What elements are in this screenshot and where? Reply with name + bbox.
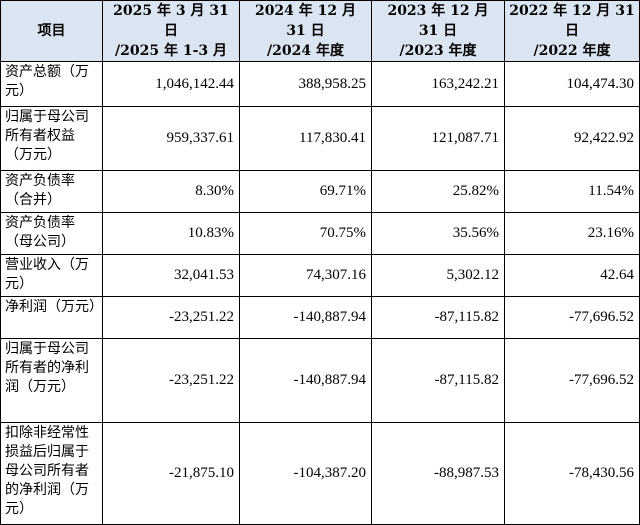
cell-value: -23,251.22 — [102, 338, 240, 423]
cell-value: 74,307.16 — [239, 254, 372, 297]
table-row: 归属于母公司所有者权益（万元） 959,337.61 117,830.41 12… — [0, 106, 640, 171]
header-item-label: 项目 — [37, 23, 66, 39]
header-item: 项目 — [0, 0, 103, 62]
cell-value: 69.71% — [239, 170, 372, 213]
cell-value: -140,887.94 — [239, 338, 372, 423]
cell-value: -104,387.20 — [239, 422, 372, 525]
header-2025q1-period: /2025 年 1-3 月 — [115, 43, 227, 59]
cell-value: 42.64 — [504, 254, 640, 297]
header-2025q1: 2025 年 3 月 31 日 /2025 年 1-3 月 — [102, 0, 240, 62]
row-label-parent-equity: 归属于母公司所有者权益（万元） — [0, 106, 103, 171]
cell-value: 121,087.71 — [371, 106, 505, 171]
table-row: 净利润（万元） -23,251.22 -140,887.94 -87,115.8… — [0, 296, 640, 339]
cell-value: 11.54% — [504, 170, 640, 213]
cell-value: -87,115.82 — [371, 338, 505, 423]
cell-value: -88,987.53 — [371, 422, 505, 525]
row-label-net-profit: 净利润（万元） — [0, 296, 103, 339]
table-row: 资产总额（万元） 1,046,142.44 388,958.25 163,242… — [0, 61, 640, 107]
header-2024-date: 2024 年 12 月 31 日 — [254, 3, 357, 39]
table-row: 扣除非经常性损益后归属于母公司所有者的净利润（万元） -21,875.10 -1… — [0, 422, 640, 525]
cell-value: 5,302.12 — [371, 254, 505, 297]
header-2022-period: /2022 年度 — [533, 43, 611, 59]
header-2025q1-date: 2025 年 3 月 31 日 — [113, 3, 229, 39]
cell-value: -21,875.10 — [102, 422, 240, 525]
row-label-parent-net-profit: 归属于母公司所有者的净利润（万元） — [0, 338, 103, 423]
cell-value: 388,958.25 — [239, 61, 372, 107]
cell-value: -140,887.94 — [239, 296, 372, 339]
table-row: 资产负债率（合并） 8.30% 69.71% 25.82% 11.54% — [0, 170, 640, 213]
cell-value: 959,337.61 — [102, 106, 240, 171]
header-2024: 2024 年 12 月 31 日 /2024 年度 — [239, 0, 372, 62]
cell-value: 25.82% — [371, 170, 505, 213]
cell-value: -77,696.52 — [504, 338, 640, 423]
cell-value: 35.56% — [371, 212, 505, 255]
row-label-total-assets: 资产总额（万元） — [0, 61, 103, 107]
cell-value: 23.16% — [504, 212, 640, 255]
cell-value: -23,251.22 — [102, 296, 240, 339]
header-2023-date: 2023 年 12 月 31 日 — [387, 3, 489, 39]
cell-value: 32,041.53 — [102, 254, 240, 297]
header-2022-date: 2022 年 12 月 31 日 — [509, 3, 635, 39]
row-label-debt-ratio-consolidated: 资产负债率（合并） — [0, 170, 103, 213]
header-2023-period: /2023 年度 — [399, 43, 477, 59]
header-row: 项目 2025 年 3 月 31 日 /2025 年 1-3 月 2024 年 … — [0, 0, 640, 62]
row-label-debt-ratio-parent: 资产负债率（母公司） — [0, 212, 103, 255]
table-row: 资产负债率（母公司） 10.83% 70.75% 35.56% 23.16% — [0, 212, 640, 255]
cell-value: -77,696.52 — [504, 296, 640, 339]
cell-value: 92,422.92 — [504, 106, 640, 171]
table-row: 营业收入（万元） 32,041.53 74,307.16 5,302.12 42… — [0, 254, 640, 297]
row-label-adjusted-net-profit: 扣除非经常性损益后归属于母公司所有者的净利润（万元） — [0, 422, 103, 525]
cell-value: -87,115.82 — [371, 296, 505, 339]
cell-value: 10.83% — [102, 212, 240, 255]
cell-value: 70.75% — [239, 212, 372, 255]
header-2024-period: /2024 年度 — [267, 43, 344, 59]
header-2022: 2022 年 12 月 31 日 /2022 年度 — [504, 0, 640, 62]
cell-value: 163,242.21 — [371, 61, 505, 107]
table-row: 归属于母公司所有者的净利润（万元） -23,251.22 -140,887.94… — [0, 338, 640, 423]
cell-value: 104,474.30 — [504, 61, 640, 107]
cell-value: 1,046,142.44 — [102, 61, 240, 107]
cell-value: 8.30% — [102, 170, 240, 213]
header-2023: 2023 年 12 月 31 日 /2023 年度 — [371, 0, 505, 62]
row-label-revenue: 营业收入（万元） — [0, 254, 103, 297]
cell-value: -78,430.56 — [504, 422, 640, 525]
cell-value: 117,830.41 — [239, 106, 372, 171]
